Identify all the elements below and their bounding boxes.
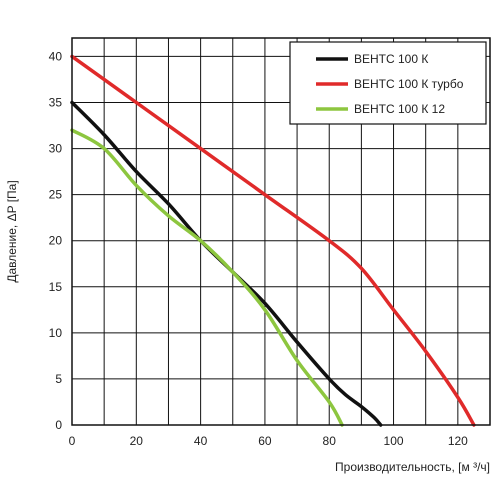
legend-label: ВЕНТС 100 К турбо <box>354 77 464 91</box>
y-tick-label: 5 <box>55 372 62 386</box>
y-tick-label: 40 <box>49 49 63 63</box>
legend-label: ВЕНТС 100 К <box>354 52 428 66</box>
x-tick-labels: 0 20 40 60 80 100 120 <box>69 434 469 448</box>
y-tick-label: 15 <box>49 280 63 294</box>
y-tick-label: 25 <box>49 188 63 202</box>
x-tick-label: 20 <box>130 434 144 448</box>
y-tick-labels: 0 5 10 15 20 25 30 35 40 <box>49 49 63 432</box>
y-tick-label: 30 <box>49 142 63 156</box>
legend-label: ВЕНТС 100 К 12 <box>354 102 445 116</box>
series-line-2 <box>70 54 476 427</box>
x-tick-label: 60 <box>258 434 272 448</box>
x-tick-label: 120 <box>448 434 468 448</box>
x-tick-label: 40 <box>194 434 208 448</box>
y-tick-label: 0 <box>55 418 62 432</box>
x-tick-label: 0 <box>69 434 76 448</box>
series-line-3 <box>70 128 344 427</box>
plot-frame <box>71 37 491 426</box>
y-axis-title: Давление, ΔP [Па] <box>5 180 19 282</box>
series-lines <box>70 54 476 427</box>
y-tick-label: 10 <box>49 326 63 340</box>
legend: ВЕНТС 100 К ВЕНТС 100 К турбо ВЕНТС 100 К … <box>289 41 487 125</box>
y-tick-label: 35 <box>49 96 63 110</box>
y-tick-label: 20 <box>49 234 63 248</box>
x-tick-label: 100 <box>384 434 404 448</box>
series-line-1 <box>70 100 383 427</box>
x-tick-label: 80 <box>323 434 337 448</box>
x-axis-title: Производительность, [м ³/ч] <box>335 460 490 474</box>
